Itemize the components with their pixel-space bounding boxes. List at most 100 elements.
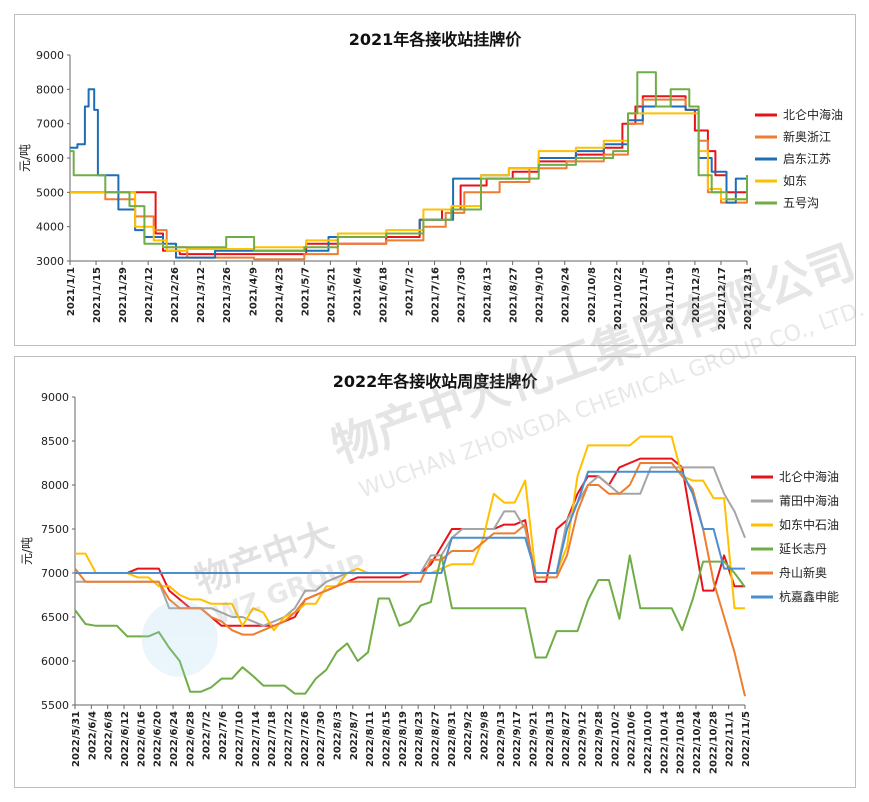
legend-label: 五号沟 — [783, 196, 819, 210]
series-line-2 — [70, 88, 747, 259]
x-tick-label: 2022/8/27 — [431, 711, 442, 767]
legend-label: 北仑中海油 — [783, 107, 843, 122]
x-tick-label: 2022/7/2 — [202, 711, 213, 760]
x-tick-label: 2021/6/18 — [378, 267, 389, 323]
y-tick-label: 3000 — [36, 255, 64, 268]
x-tick-label: 2022/7/10 — [234, 711, 245, 767]
x-tick-label: 2022/7/30 — [316, 711, 327, 767]
y-tick-label: 6000 — [36, 152, 64, 165]
x-tick-label: 2021/3/26 — [222, 267, 233, 323]
chart-2022-panel: 2022年各接收站周度挂牌价元/吨 5500 6000 6500 7000 7500 800… — [14, 356, 856, 788]
series-line-1 — [70, 98, 748, 261]
x-tick-label: 2022/8/13 — [545, 711, 556, 767]
y-tick-label: 9000 — [41, 391, 69, 404]
y-tick-label: 5000 — [36, 186, 64, 199]
legend-label: 莆田中海油 — [779, 493, 839, 508]
x-tick-label: 2021/1/15 — [92, 267, 103, 323]
x-tick-label: 2021/12/3 — [691, 267, 702, 323]
x-tick-label: 2022/8/19 — [398, 711, 409, 767]
y-axis-label: 元/吨 — [20, 537, 34, 565]
y-tick-label: 8000 — [41, 479, 69, 492]
x-tick-label: 2022/9/12 — [578, 711, 589, 767]
x-tick-label: 2021/7/2 — [405, 267, 416, 316]
x-tick-label: 2021/9/10 — [535, 267, 546, 323]
x-tick-label: 2022/7/14 — [251, 711, 262, 767]
series-line-4 — [70, 71, 748, 252]
x-tick-label: 2022/9/13 — [496, 711, 507, 767]
x-tick-label: 2022/10/6 — [627, 711, 638, 767]
legend-label: 舟山新奥 — [779, 565, 827, 580]
x-tick-label: 2022/6/8 — [104, 711, 115, 760]
series-line-4 — [74, 462, 746, 697]
x-tick-label: 2021/8/27 — [509, 267, 520, 323]
x-tick-label: 2022/10/2 — [610, 711, 621, 767]
y-tick-label: 7000 — [36, 118, 64, 131]
x-tick-label: 2021/9/24 — [561, 267, 572, 323]
x-tick-label: 2022/6/20 — [153, 711, 164, 767]
x-tick-label: 2022/10/28 — [708, 711, 719, 774]
x-tick-label: 2022/8/7 — [349, 711, 360, 760]
x-tick-label: 2021/5/7 — [300, 267, 311, 316]
x-tick-label: 2022/8/31 — [447, 711, 458, 767]
y-tick-label: 7500 — [41, 523, 69, 536]
y-tick-label: 6500 — [41, 611, 69, 624]
x-tick-label: 2021/1/29 — [118, 267, 129, 323]
x-tick-label: 2022/9/17 — [512, 711, 523, 767]
legend-label: 北仑中海油 — [779, 469, 839, 484]
y-tick-label: 7000 — [41, 567, 69, 580]
x-tick-label: 2022/6/16 — [136, 711, 147, 767]
x-tick-label: 2021/10/22 — [613, 267, 624, 330]
y-tick-label: 9000 — [36, 49, 64, 62]
x-tick-label: 2022/6/24 — [169, 711, 180, 767]
x-tick-label: 2022/9/21 — [529, 711, 540, 767]
x-tick-label: 2022/10/24 — [692, 711, 703, 774]
legend-label: 如东 — [783, 173, 807, 188]
y-tick-label: 6000 — [41, 655, 69, 668]
x-tick-label: 2021/1/1 — [66, 267, 77, 316]
y-tick-label: 4000 — [36, 221, 64, 234]
x-tick-label: 2022/10/10 — [643, 711, 654, 774]
x-tick-label: 2022/8/27 — [561, 711, 572, 767]
x-tick-label: 2021/3/12 — [196, 267, 207, 323]
x-tick-label: 2022/7/26 — [300, 711, 311, 767]
x-tick-label: 2022/8/15 — [381, 711, 392, 767]
x-tick-label: 2022/7/22 — [283, 711, 294, 767]
x-tick-label: 2022/7/6 — [218, 711, 229, 760]
x-tick-label: 2021/7/30 — [457, 267, 468, 323]
x-tick-label: 2022/6/28 — [185, 711, 196, 767]
x-tick-label: 2021/11/19 — [665, 267, 676, 330]
legend-label: 启东江苏 — [783, 152, 831, 166]
y-tick-label: 8500 — [41, 435, 69, 448]
x-tick-label: 2022/6/4 — [87, 711, 98, 760]
legend-label: 如东中石油 — [779, 517, 839, 532]
x-tick-label: 2021/11/5 — [639, 267, 650, 323]
y-axis-label: 元/吨 — [18, 144, 32, 172]
legend-label: 杭嘉鑫申能 — [779, 589, 839, 604]
x-tick-label: 2021/4/9 — [248, 267, 259, 316]
x-tick-label: 2021/2/26 — [170, 267, 181, 323]
x-tick-label: 2021/5/21 — [326, 267, 337, 323]
x-tick-label: 2021/4/23 — [274, 267, 285, 323]
x-tick-label: 2022/6/12 — [120, 711, 131, 767]
legend-label: 延长志丹 — [779, 542, 827, 556]
x-tick-label: 2021/12/31 — [743, 267, 754, 330]
x-tick-label: 2022/10/14 — [659, 711, 670, 774]
series-line-1 — [75, 466, 746, 627]
x-tick-label: 2021/10/8 — [587, 267, 598, 323]
chart-title: 2021年各接收站挂牌价 — [349, 30, 523, 49]
x-tick-label: 2022/7/18 — [267, 711, 278, 767]
x-tick-label: 2022/11/1 — [725, 711, 736, 767]
series-line-3 — [74, 554, 746, 695]
x-tick-label: 2022/9/8 — [480, 711, 491, 760]
x-tick-label: 2022/9/28 — [594, 711, 605, 767]
x-tick-label: 2022/5/31 — [71, 711, 82, 767]
y-tick-label: 5500 — [41, 699, 69, 712]
series-line-5 — [75, 470, 745, 574]
x-tick-label: 2021/12/17 — [717, 267, 728, 330]
x-tick-label: 2021/2/12 — [144, 267, 155, 323]
legend-label: 新奥浙江 — [783, 129, 831, 144]
x-tick-label: 2022/8/3 — [332, 711, 343, 760]
chart-title: 2022年各接收站周度挂牌价 — [333, 372, 539, 391]
